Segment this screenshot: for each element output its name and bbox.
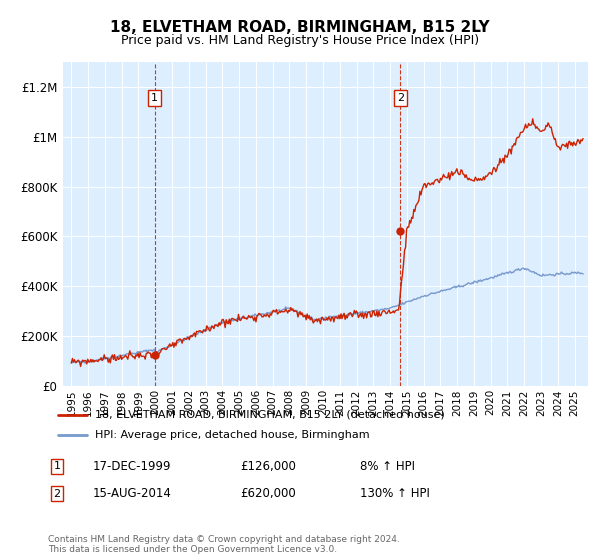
Text: Price paid vs. HM Land Registry's House Price Index (HPI): Price paid vs. HM Land Registry's House … (121, 34, 479, 46)
Text: 18, ELVETHAM ROAD, BIRMINGHAM, B15 2LY (detached house): 18, ELVETHAM ROAD, BIRMINGHAM, B15 2LY (… (95, 410, 445, 420)
Text: 2: 2 (53, 489, 61, 499)
Text: 15-AUG-2014: 15-AUG-2014 (93, 487, 172, 501)
Text: 130% ↑ HPI: 130% ↑ HPI (360, 487, 430, 501)
Text: 1: 1 (151, 93, 158, 103)
Text: £126,000: £126,000 (240, 460, 296, 473)
Text: 17-DEC-1999: 17-DEC-1999 (93, 460, 172, 473)
Text: £620,000: £620,000 (240, 487, 296, 501)
Text: Contains HM Land Registry data © Crown copyright and database right 2024.
This d: Contains HM Land Registry data © Crown c… (48, 535, 400, 554)
Text: 18, ELVETHAM ROAD, BIRMINGHAM, B15 2LY: 18, ELVETHAM ROAD, BIRMINGHAM, B15 2LY (110, 20, 490, 35)
Text: 1: 1 (53, 461, 61, 472)
Text: 2: 2 (397, 93, 404, 103)
Text: 8% ↑ HPI: 8% ↑ HPI (360, 460, 415, 473)
Text: HPI: Average price, detached house, Birmingham: HPI: Average price, detached house, Birm… (95, 430, 370, 440)
